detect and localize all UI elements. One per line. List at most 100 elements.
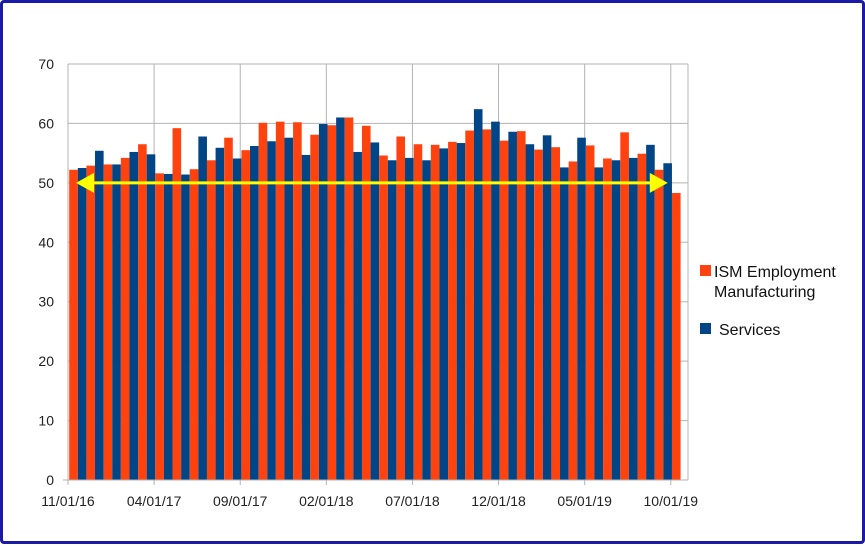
bar-manufacturing [568,161,578,480]
bar-services [284,137,294,481]
bar-services [146,154,156,480]
arrow-head-left [76,172,94,193]
bar-services [336,117,345,480]
bar-manufacturing [293,122,302,481]
bar-manufacturing [86,165,96,480]
bar-services [77,168,87,480]
bar-manufacturing [69,169,78,481]
bar-manufacturing [310,134,319,480]
y-tick-label: 40 [38,234,54,250]
x-tick-label: 02/01/18 [299,493,354,509]
y-tick-label: 20 [38,353,54,369]
legend-label: Manufacturing [714,284,815,301]
bar-services [232,158,242,480]
x-tick-label: 07/01/18 [385,493,440,509]
bar-manufacturing [138,144,147,480]
bar-services [301,154,311,480]
legend-swatch [700,265,711,276]
y-tick-label: 70 [38,56,54,72]
bars [69,109,681,481]
bar-manufacturing [516,131,526,480]
bar-manufacturing [172,128,182,480]
bar-manufacturing [482,129,492,480]
bar-services [215,147,225,480]
bar-services [646,144,655,480]
annotations [76,172,668,193]
bar-services [542,135,552,481]
arrow-head-right [649,172,668,193]
bar-manufacturing [155,173,164,480]
bar-services [112,164,121,481]
bar-manufacturing [534,149,543,480]
legend-swatch [700,323,711,334]
legend-label: ISM Employment [714,264,836,281]
bar-services [628,157,638,480]
bar-services [491,121,500,480]
bar-manufacturing [379,155,388,480]
bar-manufacturing [413,144,423,480]
x-tick-label: 11/01/16 [41,493,95,509]
bar-manufacturing [603,158,612,480]
bar-manufacturing [637,153,647,481]
bar-services [95,150,104,480]
bar-manufacturing [551,147,561,480]
bar-manufacturing [361,125,371,480]
bar-manufacturing [224,137,233,481]
bar-manufacturing [654,169,664,481]
bar-chart: 0 10 20 30 40 50 60 70 11/01/16 04/01/17 09/01/17 0… [38,56,836,509]
bar-manufacturing [499,140,509,481]
bar-services [663,163,672,480]
bar-manufacturing [327,125,337,480]
bar-services [594,167,604,481]
bar-services [267,141,276,480]
legend-label: Services [719,322,780,339]
axes: 0 10 20 30 40 50 60 70 11/01/16 04/01/17 09/01/17 0… [38,56,698,509]
bar-services [181,174,190,480]
bar-manufacturing [448,141,457,480]
bar-manufacturing [430,144,440,480]
bar-services [560,167,569,481]
bar-services [577,137,586,481]
bar-manufacturing [671,192,681,480]
bar-manufacturing [585,145,595,480]
bar-manufacturing [465,130,474,480]
bar-manufacturing [189,169,199,480]
y-tick-label: 0 [46,472,54,488]
x-tick-label: 09/01/17 [213,493,268,509]
bar-manufacturing [620,132,629,481]
bar-manufacturing [396,136,406,480]
bar-manufacturing [344,117,354,480]
bar-services [439,148,449,481]
bar-services [318,124,328,480]
bar-services [129,151,139,480]
bar-services [422,160,431,480]
bar-services [611,160,621,480]
bar-services [370,142,380,480]
bar-services [250,146,259,481]
x-tick-label: 10/01/19 [644,493,699,509]
y-tick-label: 50 [38,175,54,191]
y-tick-label: 10 [38,413,54,429]
bar-manufacturing [275,121,285,480]
y-tick-label: 60 [38,115,54,131]
bar-services [405,157,414,480]
bar-manufacturing [206,160,216,480]
x-tick-label: 05/01/19 [557,493,612,509]
x-tick-label: 12/01/18 [471,493,526,509]
legend-manufacturing: ISM Employment Manufacturing [700,264,836,301]
bar-services [456,143,466,481]
bar-services [198,136,207,480]
legend-services: Services [700,322,780,339]
bar-services [508,131,517,480]
legend: ISM Employment Manufacturing Services [700,264,836,339]
y-tick-label: 30 [38,294,54,310]
yellow-double-arrow [76,172,668,193]
bar-services [473,109,483,480]
bar-services [525,144,535,480]
bar-services [353,151,362,480]
bar-services [387,160,397,480]
x-tick-label: 04/01/17 [127,493,182,509]
bar-manufacturing [258,122,268,480]
bar-services [163,173,173,480]
